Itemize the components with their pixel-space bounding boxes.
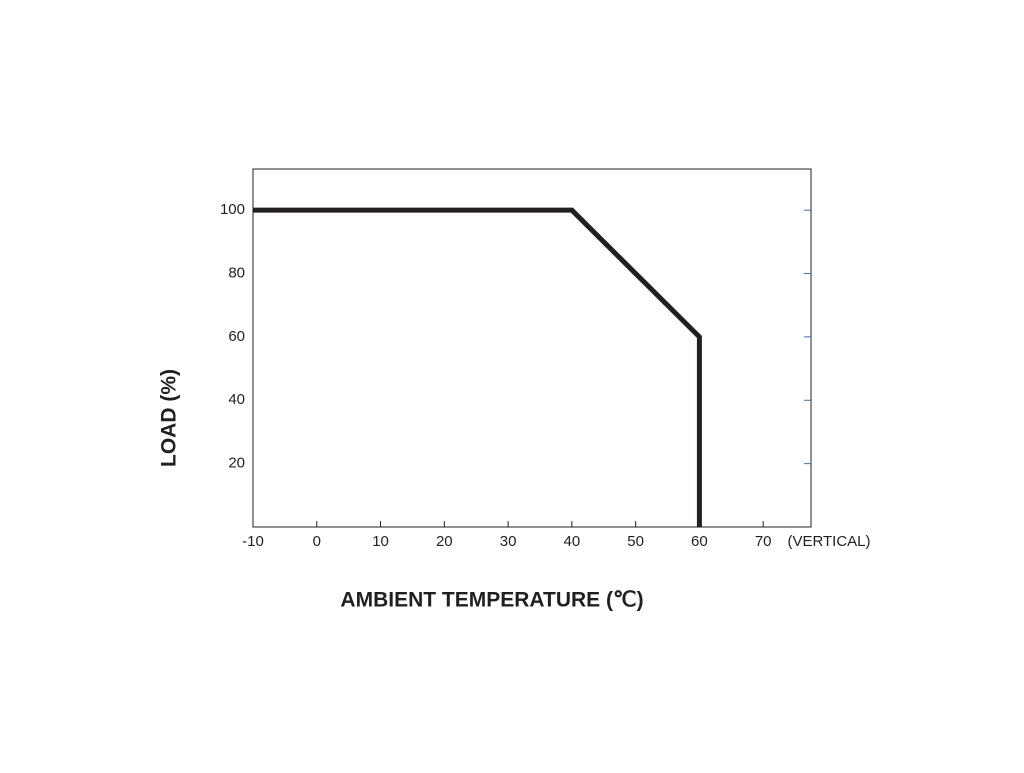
y-axis-title: LOAD (%) xyxy=(158,369,181,467)
y-tick-label: 60 xyxy=(228,328,245,345)
y-tick-label: 40 xyxy=(228,391,245,408)
plot-frame xyxy=(252,168,812,528)
x-axis-title: AMBIENT TEMPERATURE (℃) xyxy=(340,589,643,612)
annotation: (VERTICAL) xyxy=(787,533,870,550)
x-tick-label: 10 xyxy=(372,533,389,550)
x-tick-label: -10 xyxy=(242,533,264,550)
x-tick-label: 50 xyxy=(627,533,644,550)
x-tick-label: 30 xyxy=(500,533,517,550)
x-tick-label: 40 xyxy=(564,533,581,550)
y-tick-label: 20 xyxy=(228,455,245,472)
x-tick-label: 60 xyxy=(691,533,708,550)
x-tick-label: 20 xyxy=(436,533,453,550)
x-tick-label: 0 xyxy=(313,533,321,550)
y-tick-label: 100 xyxy=(220,201,245,218)
x-tick-label: 70 xyxy=(755,533,772,550)
y-tick-label: 80 xyxy=(228,265,245,282)
line xyxy=(253,207,702,527)
